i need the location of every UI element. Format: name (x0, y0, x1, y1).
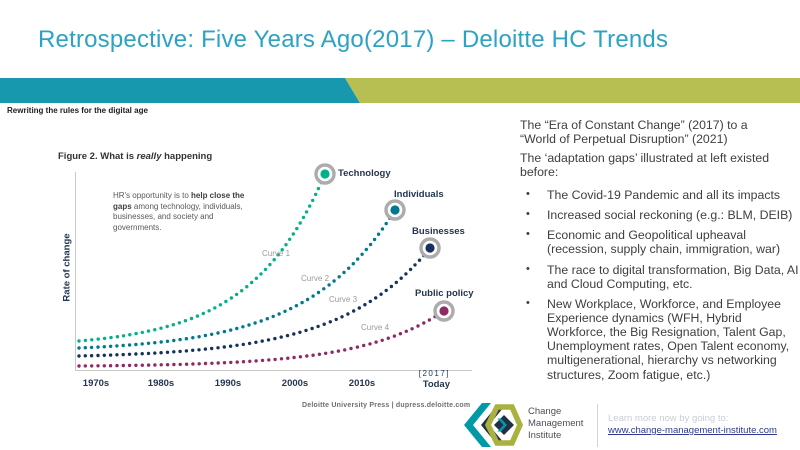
x-tick-1980s: 1980s (147, 378, 175, 389)
bullet-item-1: The Covid-19 Pandemic and all its impact… (520, 188, 800, 202)
x-tick-2000s: 2000s (281, 378, 309, 389)
bullet-item-3: Economic and Geopolitical upheaval (rece… (520, 228, 800, 256)
endpoint-marker-individuals (384, 199, 406, 221)
bullet-item-2: Increased social reckoning (e.g.: BLM, D… (520, 208, 800, 222)
curve-label-3: Curve 3 (329, 295, 358, 304)
cmi-logo-line-1: Change (528, 406, 562, 417)
right-text-panel: The “Era of Constant Change” (2017) to a… (520, 118, 800, 388)
series-label-individuals: Individuals (394, 189, 444, 200)
cmi-logo-text: Change Management Institute (528, 406, 583, 442)
cmi-website-link[interactable]: www.change-management-institute.com (608, 425, 777, 436)
cmi-logo-line-2: Management (528, 417, 584, 429)
bullet-item-4: The race to digital transformation, Big … (520, 263, 800, 291)
x-tick-1970s: 1970s (82, 378, 110, 389)
series-label-technology: Technology (338, 168, 391, 179)
panel-heading-1: The “Era of Constant Change” (2017) to a… (520, 118, 748, 147)
bullet-item-5: New Workplace, Workforce, and Employee E… (520, 297, 800, 382)
hr-opportunity-note: HR's opportunity is to help close the ga… (113, 191, 245, 233)
cmi-logo-line-3: Institute (528, 429, 562, 441)
x-tick-2010s: 2010s (348, 378, 376, 389)
today-tick: [2017] Today (398, 369, 450, 390)
curve-label-4: Curve 4 (361, 323, 390, 332)
cmi-logo-icon (464, 403, 524, 447)
figure-title: Figure 2. What is really happening (58, 151, 213, 162)
today-bracket-label: [2017] (418, 369, 450, 378)
y-axis-label: Rate of change (61, 233, 73, 302)
figure-eyebrow: Rewriting the rules for the digital age (7, 106, 148, 115)
learn-more-text: Learn more now by going to: (608, 413, 729, 424)
today-label: Today (422, 379, 450, 390)
slide-title: Retrospective: Five Years Ago(2017) – De… (38, 26, 669, 53)
x-tick-1990s: 1990s (214, 378, 242, 389)
curve-label-2: Curve 2 (301, 274, 330, 283)
series-label-businesses: Businesses (412, 226, 465, 237)
panel-heading-2: The ‘adaptation gaps’ illustrated at lef… (520, 151, 770, 180)
series-label-public-policy: Public policy (415, 288, 474, 299)
footer-divider (597, 404, 598, 447)
header-band-olive (345, 78, 800, 103)
figure-source: Deloitte University Press | dupress.delo… (302, 402, 471, 409)
curve-label-1: Curve 1 (262, 249, 291, 258)
bullet-list: The Covid-19 Pandemic and all its impact… (520, 188, 800, 382)
endpoint-marker-businesses (419, 237, 441, 259)
endpoint-marker-technology (314, 163, 336, 185)
endpoint-marker-public-policy (433, 300, 455, 322)
header-band-teal (0, 78, 360, 103)
